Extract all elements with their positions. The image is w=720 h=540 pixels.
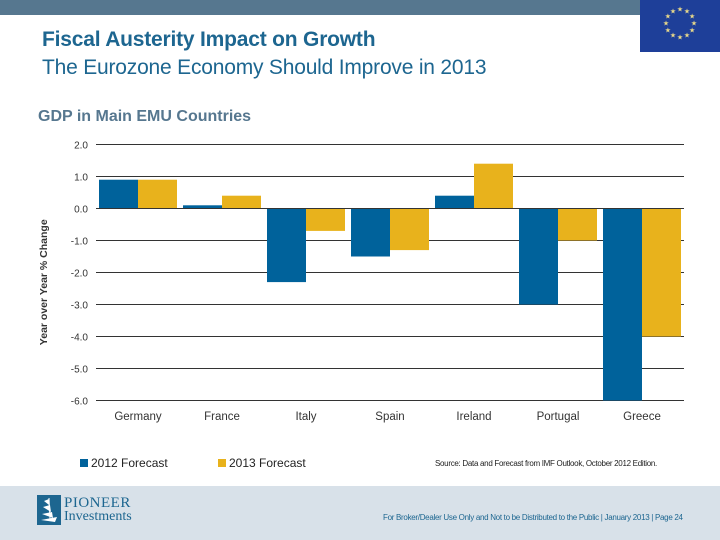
y-tick-label: 1.0: [74, 173, 88, 184]
bar-france-2012: [183, 205, 222, 209]
legend-swatch-2012: [80, 459, 88, 467]
y-tick-label: -3.0: [71, 301, 89, 312]
eu-star-icon: ★: [691, 20, 697, 28]
x-tick-label: Ireland: [456, 411, 491, 423]
legend-label-2012: 2012 Forecast: [91, 456, 168, 470]
y-tick-label: -2.0: [71, 269, 89, 280]
y-tick-label: -4.0: [71, 333, 89, 344]
source-note: Source: Data and Forecast from IMF Outlo…: [435, 459, 657, 468]
bar-ireland-2013: [474, 163, 513, 209]
y-tick-label: 2.0: [74, 141, 88, 152]
eu-star-icon: ★: [684, 7, 690, 15]
bar-greece-2012: [603, 208, 642, 401]
ship-icon: [37, 495, 61, 525]
x-tick-label: Portugal: [537, 411, 580, 423]
eu-star-icon: ★: [677, 6, 683, 14]
page-title: Fiscal Austerity Impact on Growth: [42, 28, 376, 51]
legend-label-2013: 2013 Forecast: [229, 456, 306, 470]
bar-france-2013: [222, 195, 261, 209]
top-bar: [0, 0, 720, 15]
chart-title: GDP in Main EMU Countries: [38, 108, 252, 125]
footer-disclaimer: For Broker/Dealer Use Only and Not to be…: [383, 513, 683, 522]
x-tick-label: Greece: [623, 411, 661, 423]
x-tick-label: Italy: [295, 411, 316, 423]
eu-star-icon: ★: [670, 7, 676, 15]
y-axis-label: Year over Year % Change: [38, 219, 50, 345]
eu-star-icon: ★: [670, 32, 676, 40]
bar-greece-2013: [642, 208, 681, 337]
legend-item-2012: 2012 Forecast: [80, 456, 168, 470]
bar-italy-2012: [267, 208, 306, 283]
y-tick-label: -6.0: [71, 397, 89, 408]
eu-star-icon: ★: [663, 20, 669, 28]
y-tick-label: -1.0: [71, 237, 89, 248]
eu-star-icon: ★: [689, 27, 695, 35]
bar-germany-2012: [99, 179, 138, 209]
logo-line1: PIONEER: [64, 495, 131, 511]
gdp-bar-chart: 2.0 1.0 0.0 -1.0 -2.0 -3.0 -4.0 -5.0 -6.0 Year ov…: [38, 141, 684, 423]
bar-italy-2013: [306, 208, 345, 231]
bar-ireland-2012: [435, 195, 474, 209]
y-tick-label: -5.0: [71, 365, 89, 376]
legend-swatch-2013: [218, 459, 226, 467]
page-subtitle: The Eurozone Economy Should Improve in 2…: [42, 56, 487, 79]
bar-germany-2013: [138, 179, 177, 209]
x-tick-label: Spain: [375, 411, 404, 423]
x-tick-label: Germany: [114, 411, 162, 423]
eu-star-icon: ★: [677, 34, 683, 42]
eu-star-icon: ★: [665, 27, 671, 35]
x-tick-label: France: [204, 411, 240, 423]
eu-flag-icon: ★ ★ ★ ★ ★ ★ ★ ★ ★ ★ ★ ★: [640, 0, 720, 52]
bar-spain-2013: [390, 208, 429, 251]
bar-spain-2012: [351, 208, 390, 257]
legend-item-2013: 2013 Forecast: [218, 456, 306, 470]
pioneer-logo: PIONEER Investments: [37, 495, 132, 525]
eu-star-icon: ★: [684, 32, 690, 40]
footer-bar: [0, 486, 720, 540]
logo-line2: Investments: [64, 509, 132, 524]
y-tick-label: 0.0: [74, 205, 88, 216]
bar-portugal-2013: [558, 208, 597, 241]
eu-star-icon: ★: [665, 13, 671, 21]
bar-portugal-2012: [519, 208, 558, 305]
eu-star-icon: ★: [689, 13, 695, 21]
